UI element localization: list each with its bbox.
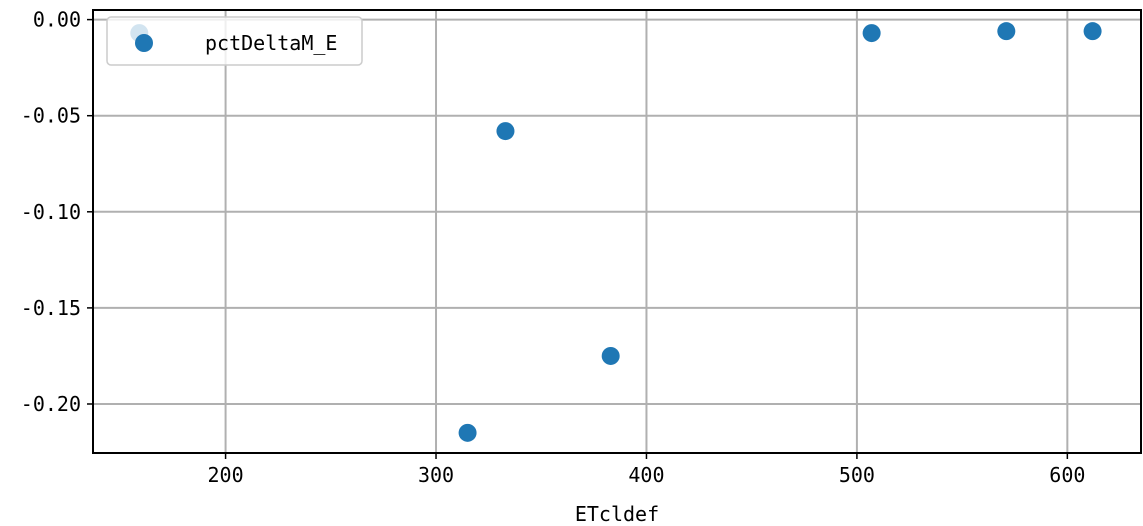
data-point [862,24,881,43]
x-tick-label: 600 [1049,463,1085,487]
data-point [458,423,477,442]
data-point [1083,22,1102,41]
y-tick-label: -0.15 [21,296,81,320]
x-tick-label: 400 [628,463,664,487]
plot-frame [92,9,1142,454]
y-tick-label: -0.05 [21,104,81,128]
x-axis-title: ETcldef [575,502,659,526]
x-tick-label: 300 [418,463,454,487]
y-tick-label: 0.00 [33,8,81,32]
data-point [601,346,620,365]
data-point [997,22,1016,41]
legend-box [106,16,363,66]
data-points [130,22,1102,442]
x-tick-label: 500 [839,463,875,487]
grid-lines [93,10,1141,453]
legend: pctDeltaM_E [106,16,363,66]
y-tick-label: -0.10 [21,200,81,224]
x-tick-label: 200 [208,463,244,487]
legend-label: pctDeltaM_E [205,31,337,55]
axis-ticks: 200 300 400 500 600 0.00 -0.05 -0.10 -0.15 -0.20 [21,8,1086,487]
legend-marker [135,34,153,52]
data-point [496,122,515,141]
y-tick-label: -0.20 [21,392,81,416]
